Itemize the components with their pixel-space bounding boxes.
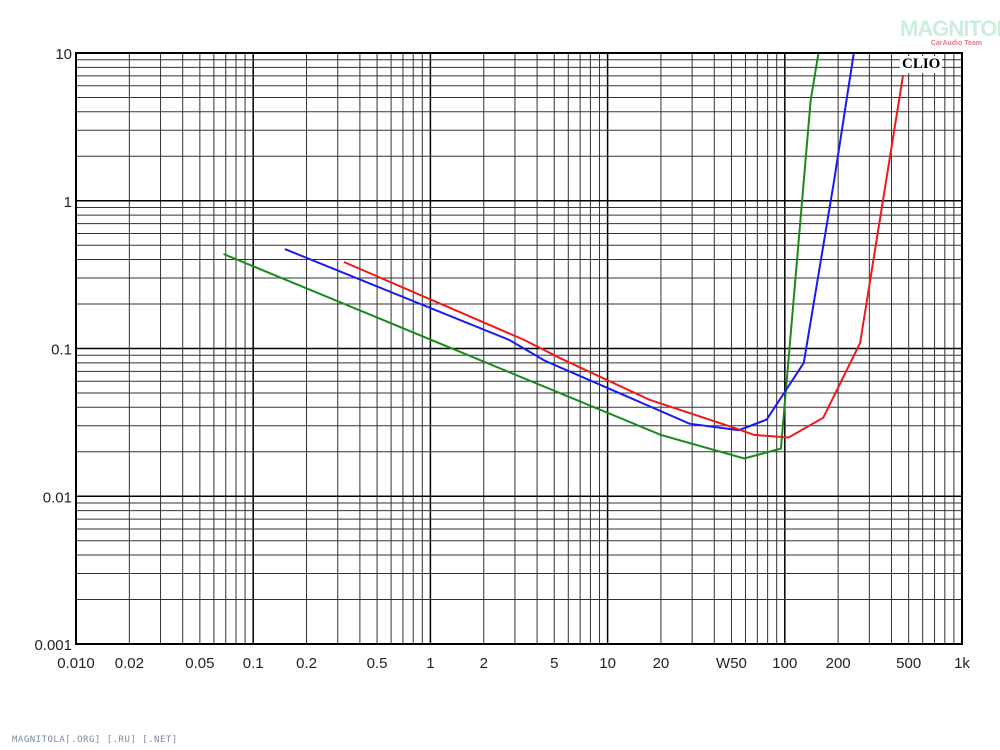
x-tick-label: 100 <box>772 655 797 672</box>
y-tick-label: 0.01 <box>43 489 72 506</box>
x-tick-label: 0.02 <box>115 655 144 672</box>
clio-brand: CLIO <box>900 56 943 73</box>
logo-subtext: CarAudio Team <box>930 40 982 47</box>
x-tick-label: 1 <box>426 655 434 672</box>
y-tick-label: 10 <box>55 46 72 63</box>
x-tick-label: W50 <box>716 655 747 672</box>
x-tick-label: 0.1 <box>243 655 264 672</box>
magnitola-logo: MAGNITOLA CarAudio Team <box>900 16 1000 48</box>
x-tick-label: 0.2 <box>296 655 317 672</box>
x-tick-label: 0.05 <box>185 655 214 672</box>
y-tick-label: 0.1 <box>51 342 72 359</box>
x-tick-label: 5 <box>550 655 558 672</box>
x-tick-label: 0.5 <box>367 655 388 672</box>
series-line-2 <box>284 52 855 432</box>
footer-text: MAGNITOLA[.ORG] [.RU] [.NET] <box>12 735 178 745</box>
y-tick-label: 0.001 <box>34 637 72 654</box>
plot-frame <box>75 52 963 645</box>
series-group <box>223 52 905 460</box>
y-tick-labels: 10 1 0.1 0.01 0.001 <box>34 46 72 654</box>
logo-text: MAGNITOLA <box>900 16 1000 41</box>
series-line-1 <box>223 52 820 460</box>
y-tick-label: 1 <box>64 194 72 211</box>
x-tick-label: 1k <box>954 655 970 672</box>
x-tick-label: 500 <box>896 655 921 672</box>
series-line-3 <box>343 74 905 439</box>
x-tick-label: 20 <box>653 655 670 672</box>
x-tick-label: 0.010 <box>57 655 95 672</box>
grid <box>75 53 962 645</box>
x-tick-label: 2 <box>480 655 488 672</box>
x-tick-label: 200 <box>826 655 851 672</box>
x-tick-labels: 0.010 0.02 0.05 0.1 0.2 0.5 1 2 5 10 20 W50 100 200 50… <box>57 655 970 672</box>
x-tick-label: 10 <box>599 655 616 672</box>
